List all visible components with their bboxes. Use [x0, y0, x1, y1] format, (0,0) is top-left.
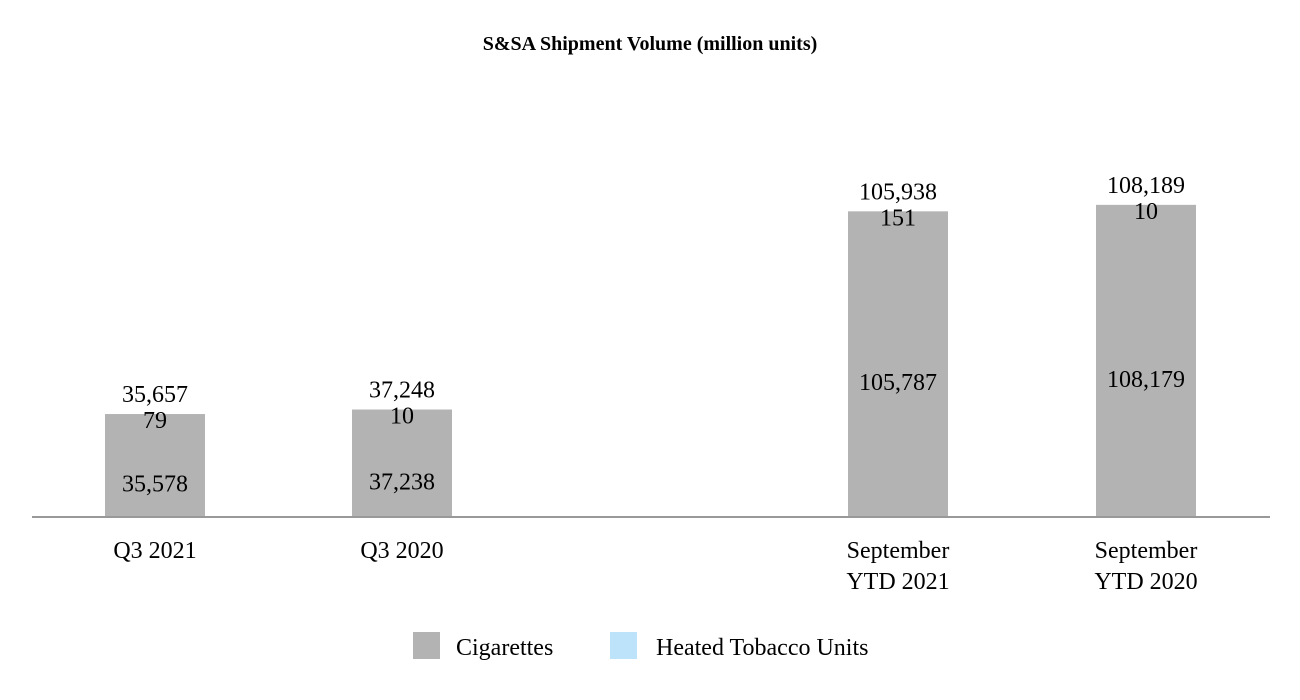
chart-title: S&SA Shipment Volume (million units): [483, 33, 818, 55]
category-labels-group: Q3 2021 Q3 2020 September YTD 2021 September…: [113, 538, 1197, 595]
heated-tobacco-label: 10: [390, 404, 414, 430]
cigarettes-label: 105,787: [859, 370, 937, 396]
category-label: YTD 2020: [1094, 569, 1197, 595]
category-label: Q3 2020: [360, 538, 443, 564]
category-label: September: [847, 538, 950, 564]
bar-heated-tobacco-units: [105, 414, 205, 415]
heated-tobacco-label: 79: [143, 408, 167, 434]
bar-heated-tobacco-units: [1096, 204, 1196, 206]
category-label: Q3 2021: [113, 538, 196, 564]
category-label: September: [1095, 538, 1198, 564]
bars-group: [105, 204, 1196, 518]
category-label: YTD 2021: [846, 569, 949, 595]
legend: Cigarettes Heated Tobacco Units: [413, 632, 868, 661]
labels-group: 35,6577935,57837,2481037,238105,93815110…: [122, 173, 1185, 498]
bar-heated-tobacco-units: [352, 409, 452, 411]
bar-cigarettes: [105, 414, 205, 517]
legend-swatch: [413, 632, 440, 659]
cigarettes-label: 37,238: [369, 469, 435, 495]
legend-item-cigarettes: Cigarettes: [413, 632, 553, 661]
bar-heated-tobacco-units: [848, 211, 948, 212]
cigarettes-label: 108,179: [1107, 367, 1185, 393]
total-label: 105,938: [859, 179, 937, 205]
bar-cigarettes: [1096, 204, 1196, 517]
legend-swatch: [610, 632, 637, 659]
cigarettes-label: 35,578: [122, 472, 188, 498]
legend-label: Heated Tobacco Units: [656, 635, 868, 661]
heated-tobacco-label: 10: [1134, 199, 1158, 225]
heated-tobacco-label: 151: [880, 205, 916, 231]
total-label: 37,248: [369, 378, 435, 404]
bar-cigarettes: [352, 409, 452, 517]
legend-label: Cigarettes: [456, 635, 553, 661]
bar-cigarettes: [848, 211, 948, 518]
legend-item-heated-tobacco-units: Heated Tobacco Units: [610, 632, 868, 661]
total-label: 35,657: [122, 382, 188, 408]
total-label: 108,189: [1107, 173, 1185, 199]
